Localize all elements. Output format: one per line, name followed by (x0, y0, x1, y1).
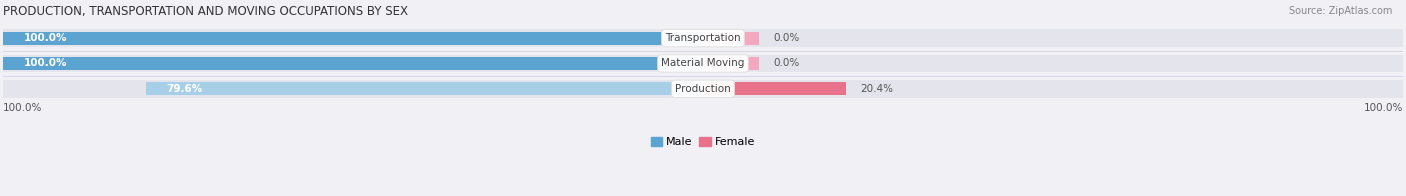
Bar (3, 55, 1403, 72)
Text: 100.0%: 100.0% (3, 103, 42, 113)
Text: 79.6%: 79.6% (167, 84, 202, 94)
Text: 0.0%: 0.0% (773, 58, 799, 68)
Bar (3, 57, 703, 70)
Text: Production: Production (675, 84, 731, 94)
Text: Material Moving: Material Moving (661, 58, 745, 68)
Bar (703, 32, 759, 45)
Text: 100.0%: 100.0% (1364, 103, 1403, 113)
Legend: Male, Female: Male, Female (647, 132, 759, 152)
Text: 0.0%: 0.0% (773, 33, 799, 43)
Bar (703, 82, 846, 95)
Bar (3, 80, 1403, 98)
Bar (3, 29, 1403, 47)
Text: Transportation: Transportation (665, 33, 741, 43)
Bar (703, 57, 759, 70)
Text: PRODUCTION, TRANSPORTATION AND MOVING OCCUPATIONS BY SEX: PRODUCTION, TRANSPORTATION AND MOVING OC… (3, 5, 408, 18)
Bar (3, 32, 703, 45)
Text: Source: ZipAtlas.com: Source: ZipAtlas.com (1288, 6, 1392, 16)
Text: 100.0%: 100.0% (24, 58, 67, 68)
Text: 100.0%: 100.0% (24, 33, 67, 43)
Text: 20.4%: 20.4% (860, 84, 893, 94)
Bar (146, 82, 703, 95)
